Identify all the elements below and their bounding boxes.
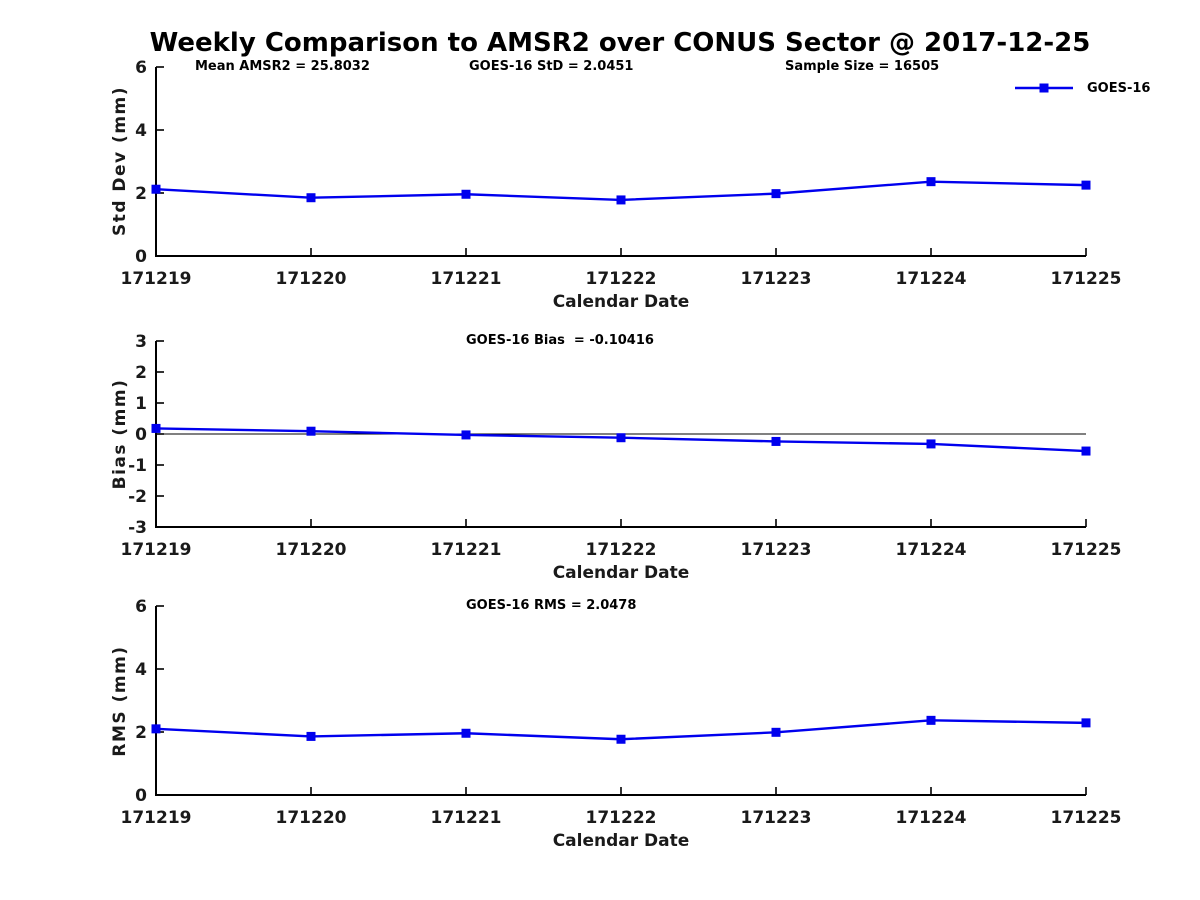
legend-line-sample bbox=[1015, 83, 1073, 93]
marker bbox=[771, 436, 781, 446]
y-tick-label: -1 bbox=[128, 456, 147, 476]
marker bbox=[461, 728, 471, 738]
x-tick-label: 171223 bbox=[741, 269, 812, 289]
marker bbox=[151, 423, 161, 433]
plot-std-dev: 0 2 4 6 171219 171220 171221 171222 171223 171224… bbox=[121, 58, 1122, 289]
marker bbox=[926, 177, 936, 187]
marker bbox=[771, 189, 781, 199]
x-axis-label-rms: Calendar Date bbox=[552, 831, 690, 851]
marker bbox=[616, 195, 626, 205]
legend-marker bbox=[1039, 83, 1049, 93]
annotation-mean-amsr2: Mean AMSR2 = 25.8032 bbox=[195, 59, 370, 74]
annotation-sample-size: Sample Size = 16505 bbox=[785, 59, 940, 74]
x-tick-label: 171220 bbox=[276, 269, 347, 289]
marker bbox=[306, 731, 316, 741]
y-tick-label: 6 bbox=[135, 597, 147, 617]
marker bbox=[306, 426, 316, 436]
y-tick-label: 0 bbox=[135, 247, 147, 267]
figure-title: Weekly Comparison to AMSR2 over CONUS Se… bbox=[149, 28, 1091, 58]
legend: GOES-16 bbox=[1015, 80, 1150, 96]
y-tick-label: 0 bbox=[135, 786, 147, 806]
x-tick-label: 171222 bbox=[586, 269, 657, 289]
x-tick-label: 171220 bbox=[276, 808, 347, 828]
marker bbox=[616, 433, 626, 443]
y-tick-label: 4 bbox=[135, 121, 147, 141]
x-tick-label: 171224 bbox=[896, 808, 967, 828]
x-tick-label: 171223 bbox=[741, 808, 812, 828]
marker bbox=[151, 184, 161, 194]
marker bbox=[771, 727, 781, 737]
y-tick-label: 2 bbox=[135, 184, 147, 204]
x-tick-label: 171223 bbox=[741, 540, 812, 560]
marker bbox=[616, 734, 626, 744]
x-tick-label: 171220 bbox=[276, 540, 347, 560]
x-axis-label-std-dev: Calendar Date bbox=[552, 292, 690, 312]
marker bbox=[151, 724, 161, 734]
marker bbox=[1081, 446, 1091, 456]
marker bbox=[1081, 718, 1091, 728]
x-tick-label: 171224 bbox=[896, 540, 967, 560]
y-tick-label: 0 bbox=[135, 425, 147, 445]
y-tick-label: -3 bbox=[128, 518, 147, 538]
plot-rms: 0 2 4 6 171219 171220 171221 171222 171223 171224… bbox=[121, 597, 1122, 828]
annotation-goes16-std: GOES-16 StD = 2.0451 bbox=[469, 59, 634, 74]
y-tick-label: 4 bbox=[135, 660, 147, 680]
y-tick-label: 6 bbox=[135, 58, 147, 78]
y-axis-label-rms: RMS (mm) bbox=[110, 645, 130, 757]
annotation-goes16-rms: GOES-16 RMS = 2.0478 bbox=[466, 598, 637, 613]
marker bbox=[926, 439, 936, 449]
y-tick-label: 1 bbox=[135, 394, 147, 414]
marker bbox=[461, 430, 471, 440]
x-tick-label: 171224 bbox=[896, 269, 967, 289]
x-tick-label: 171225 bbox=[1051, 808, 1122, 828]
x-tick-label: 171221 bbox=[431, 808, 502, 828]
y-axis-label-bias: Bias (mm) bbox=[110, 378, 130, 490]
marker bbox=[1081, 180, 1091, 190]
x-tick-label: 171222 bbox=[586, 808, 657, 828]
x-tick-label: 171222 bbox=[586, 540, 657, 560]
x-tick-label: 171221 bbox=[431, 540, 502, 560]
x-tick-label: 171225 bbox=[1051, 269, 1122, 289]
x-tick-label: 171225 bbox=[1051, 540, 1122, 560]
marker bbox=[926, 715, 936, 725]
x-tick-label: 171219 bbox=[121, 540, 192, 560]
y-tick-label: 2 bbox=[135, 363, 147, 383]
y-tick-label: -2 bbox=[128, 487, 147, 507]
y-tick-label: 3 bbox=[135, 332, 147, 352]
x-tick-label: 171219 bbox=[121, 269, 192, 289]
marker bbox=[306, 193, 316, 203]
x-axis-label-bias: Calendar Date bbox=[552, 563, 690, 583]
y-axis-label-std-dev: Std Dev (mm) bbox=[110, 85, 130, 237]
marker bbox=[461, 189, 471, 199]
legend-label: GOES-16 bbox=[1087, 80, 1151, 96]
annotation-goes16-bias: GOES-16 Bias = -0.10416 bbox=[466, 333, 654, 348]
plot-bias: -3 -2 -1 0 1 2 3 171219 171220 171221 171222 171223… bbox=[121, 332, 1122, 560]
y-tick-label: 2 bbox=[135, 723, 147, 743]
x-tick-label: 171219 bbox=[121, 808, 192, 828]
x-tick-label: 171221 bbox=[431, 269, 502, 289]
